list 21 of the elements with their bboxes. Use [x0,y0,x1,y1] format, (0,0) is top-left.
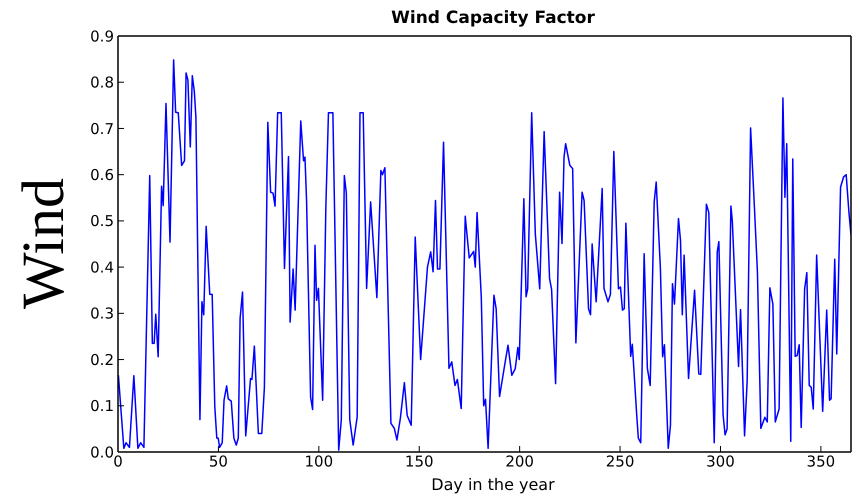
y-tick-label: 0.6 [90,166,114,184]
x-tick-label: 300 [706,452,735,471]
x-tick-label: 200 [505,452,534,471]
x-axis-title: Day in the year [430,475,556,494]
y-tick-label: 0.0 [90,443,114,462]
y-tick-label: 0.5 [90,212,114,230]
x-tick-label: 0 [113,452,123,471]
chart-title: Wind Capacity Factor [390,8,596,28]
y-tick-label: 0.3 [90,304,114,323]
x-tick-label: 100 [304,452,334,471]
y-tick-label: 0.1 [90,397,114,416]
y-tick-label: 0.2 [90,350,114,369]
x-tick-label: 250 [606,452,634,471]
y-tick-label: 0.8 [90,74,114,92]
x-tick-label: 350 [806,452,836,471]
y-axis-title: Wind [8,178,76,309]
y-tick-label: 0.7 [90,120,114,138]
x-tick-label: 50 [208,452,228,471]
y-tick-label: 0.9 [90,27,114,46]
x-tick-label: 150 [404,452,434,471]
y-tick-label: 0.4 [90,258,114,276]
